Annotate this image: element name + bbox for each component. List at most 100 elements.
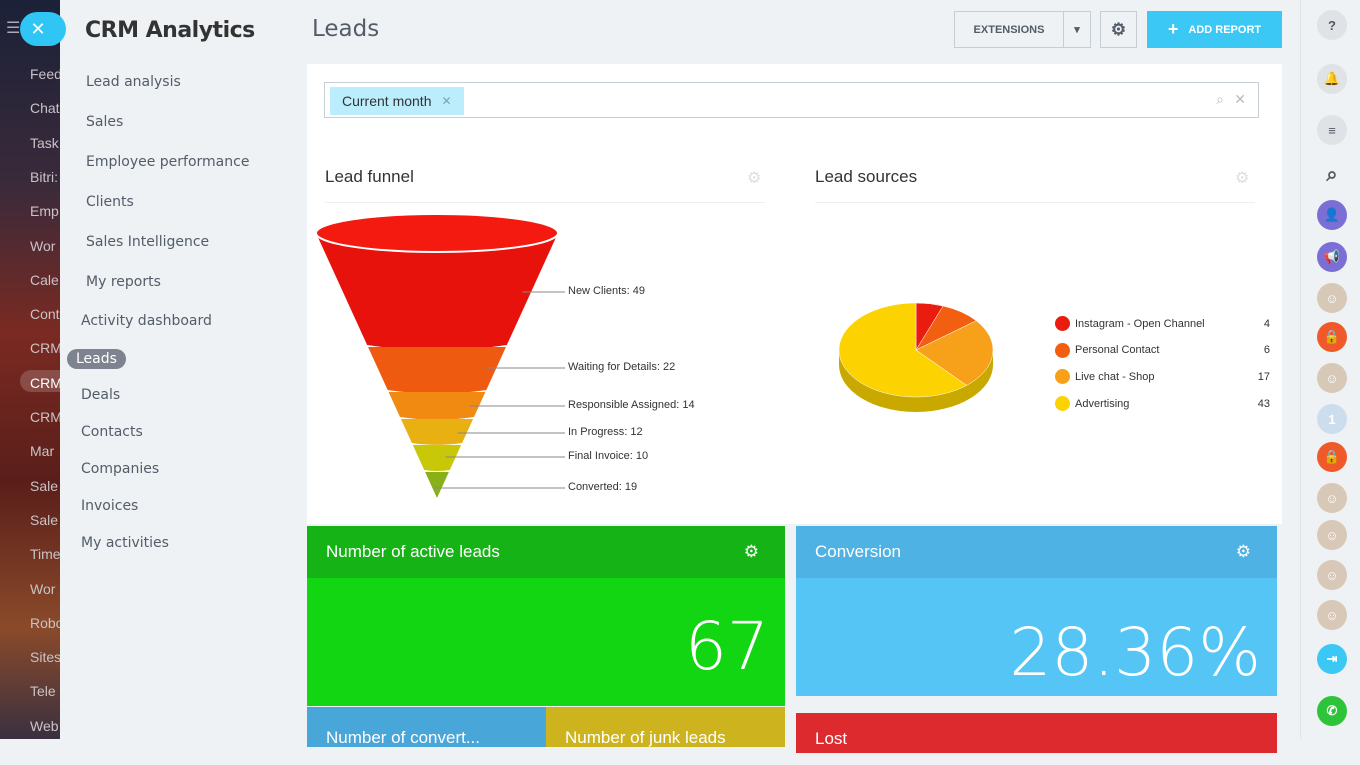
search-icon[interactable]: ⌕	[1216, 91, 1224, 107]
extensions-dropdown[interactable]: ▾	[1063, 11, 1091, 48]
menu-item-my-activities[interactable]: My activities	[81, 535, 169, 551]
gear-icon[interactable]: ⚙	[1235, 542, 1251, 561]
tile-title: Number of junk leads	[565, 728, 726, 747]
lock-icon[interactable]: 🔒	[1317, 442, 1347, 472]
main-nav-item[interactable]: Robo	[30, 614, 60, 631]
close-button[interactable]: ✕	[20, 12, 66, 46]
main-nav-item[interactable]: CRM	[30, 409, 60, 425]
filter-chip-label: Current month	[342, 93, 432, 109]
menu-item-companies[interactable]: Companies	[81, 461, 160, 477]
menu-item-activity-dashboard[interactable]: Activity dashboard	[81, 313, 212, 329]
clear-icon[interactable]: ✕	[1234, 91, 1246, 107]
menu-item-contacts[interactable]: Contacts	[81, 424, 143, 440]
legend-item: Live chat - Shop 17	[1055, 369, 1270, 385]
main-sidebar: ☰ Feed Chat Task Bitri: Emp Wor Cale Cont CRM CRM…	[0, 0, 60, 739]
sources-title: Lead sources	[815, 167, 918, 186]
funnel-label: Responsible Assigned: 14	[568, 399, 695, 411]
menu-item[interactable]: My reports	[86, 274, 161, 290]
pie-slice	[915, 320, 994, 386]
chip-remove-icon[interactable]: ✕	[441, 94, 452, 108]
funnel-segment	[400, 419, 474, 445]
funnel-top	[315, 213, 559, 253]
menu-item[interactable]: Sales Intelligence	[86, 234, 210, 250]
menu-item-invoices[interactable]: Invoices	[81, 498, 139, 514]
legend-value: 6	[1263, 344, 1270, 357]
menu-item-deals[interactable]: Deals	[81, 387, 121, 403]
gear-icon[interactable]: ⚙	[743, 542, 759, 561]
main-nav-item[interactable]: Sale	[30, 511, 59, 528]
page-title: Leads	[312, 16, 380, 42]
menu-icon[interactable]: ☰	[6, 20, 21, 37]
menu-item[interactable]: Clients	[86, 194, 134, 210]
megaphone-icon[interactable]: 📢	[1317, 242, 1347, 272]
main-nav-item[interactable]: Task	[30, 134, 59, 151]
extensions-label: EXTENSIONS	[973, 23, 1045, 36]
anniversary-icon[interactable]: 1	[1317, 404, 1347, 434]
extensions-button[interactable]: EXTENSIONS	[954, 11, 1064, 48]
legend-label: Advertising	[1075, 397, 1130, 410]
lost-tile[interactable]: Lost	[796, 713, 1277, 753]
gear-icon[interactable]: ⚙	[1235, 170, 1250, 187]
settings-button[interactable]: ⚙	[1100, 11, 1137, 48]
bell-icon[interactable]: 🔔	[1317, 64, 1347, 94]
menu-item[interactable]: Lead analysis	[86, 74, 181, 90]
legend-value: 17	[1257, 370, 1270, 383]
gear-icon[interactable]: ⚙	[747, 170, 762, 187]
legend-value: 43	[1257, 397, 1270, 410]
junk-tile[interactable]: Number of junk leads	[546, 707, 785, 747]
filter-chip[interactable]: Current month ✕	[330, 87, 464, 115]
avatar[interactable]: ☺	[1317, 600, 1347, 630]
active-highlight	[20, 370, 60, 392]
main-nav-item[interactable]: CRM	[30, 340, 60, 357]
main-nav-item[interactable]: Mar	[30, 443, 55, 460]
converted-tile[interactable]: Number of convert...	[307, 707, 546, 747]
phone-icon[interactable]: ✆	[1317, 696, 1347, 726]
close-icon: ✕	[30, 19, 46, 39]
menu-title: CRM Analytics	[85, 18, 255, 43]
legend-label: Live chat - Shop	[1075, 370, 1155, 383]
main-nav-item[interactable]: Tele	[30, 683, 56, 700]
add-report-button[interactable]: + ADD REPORT	[1147, 11, 1282, 48]
main-nav-item[interactable]: Time	[30, 546, 60, 563]
funnel-label: New Clients: 49	[568, 285, 646, 297]
crm-avatar[interactable]: 👤	[1317, 200, 1347, 230]
menu-item[interactable]: Employee performance	[86, 154, 250, 170]
avatar[interactable]: ☺	[1317, 363, 1347, 393]
chat-icon[interactable]: ≡	[1317, 115, 1347, 145]
avatar[interactable]: ☺	[1317, 560, 1347, 590]
gear-icon: ⚙	[1110, 19, 1127, 39]
filter-input[interactable]: Current month ✕ ⌕ ✕	[324, 82, 1259, 118]
legend-label: Instagram - Open Channel	[1075, 317, 1205, 330]
avatar[interactable]: ☺	[1317, 483, 1347, 513]
plus-icon: +	[1167, 19, 1179, 39]
avatar[interactable]: ☺	[1317, 283, 1347, 313]
avatar[interactable]: ☺	[1317, 520, 1347, 550]
main-nav-item[interactable]: Wor	[30, 237, 56, 254]
main-nav-item[interactable]: Bitri:	[30, 168, 58, 185]
legend-item: Instagram - Open Channel 4	[1055, 316, 1270, 331]
main-nav-item[interactable]: Cont	[30, 306, 60, 323]
main-nav-item[interactable]: CRM	[30, 374, 60, 391]
main-nav-item[interactable]: Wor	[30, 580, 56, 597]
active-leads-tile[interactable]: Number of active leads ⚙ 67	[307, 526, 785, 706]
funnel-segment	[425, 472, 449, 498]
main-nav-item[interactable]: Cale	[30, 271, 59, 288]
main-nav-item[interactable]: Sites	[30, 649, 60, 666]
divider	[325, 202, 765, 203]
menu-item[interactable]: Sales	[86, 114, 124, 130]
search-icon[interactable]: ⌕	[1326, 163, 1338, 186]
main-nav-item[interactable]: Chat	[30, 100, 60, 117]
lock-icon[interactable]: 🔒	[1317, 322, 1347, 352]
conversion-tile[interactable]: Conversion ⚙ 28.36%	[796, 526, 1277, 696]
menu-item-leads[interactable]: Leads	[67, 349, 126, 369]
tile-title: Number of active leads	[326, 542, 500, 561]
main-nav-item[interactable]: Feed	[30, 66, 60, 82]
legend-swatch	[1055, 316, 1070, 331]
pie-slice	[838, 302, 968, 398]
main-nav-item[interactable]: Emp	[30, 203, 59, 220]
exit-icon[interactable]: ⇥	[1317, 644, 1347, 674]
help-icon[interactable]: ?	[1317, 10, 1347, 40]
main-nav-item[interactable]: Sale	[30, 477, 59, 494]
tile-title: Lost	[815, 729, 848, 748]
main-nav-item[interactable]: Web	[30, 717, 59, 734]
